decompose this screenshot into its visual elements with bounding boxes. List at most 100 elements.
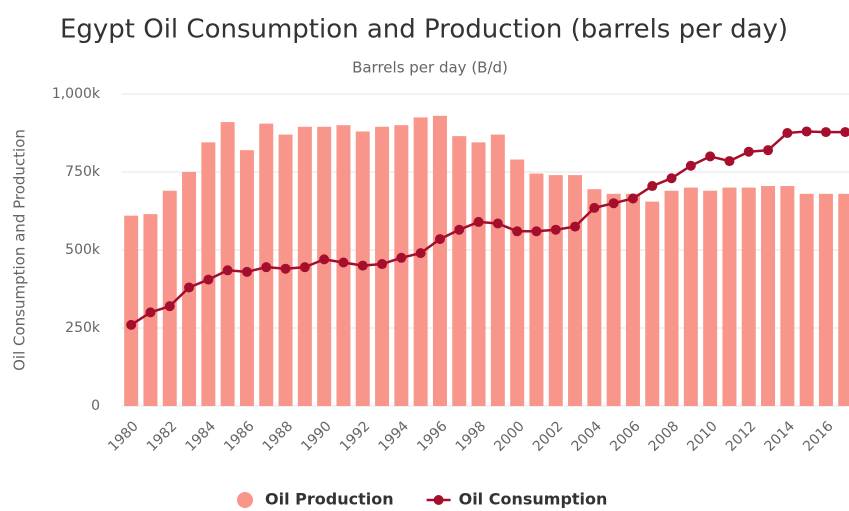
y-axis-title: Oil Consumption and Production bbox=[11, 129, 29, 371]
line-marker bbox=[454, 224, 465, 235]
line-marker bbox=[550, 224, 561, 235]
line-marker bbox=[145, 307, 156, 318]
bar bbox=[741, 187, 756, 406]
line-marker bbox=[164, 301, 175, 312]
bar bbox=[683, 187, 698, 406]
line-marker bbox=[666, 173, 677, 184]
x-tick-label: 2008 bbox=[646, 418, 683, 455]
line-marker bbox=[763, 145, 774, 156]
bar bbox=[664, 190, 679, 406]
y-tick-label: 500k bbox=[65, 242, 101, 258]
chart-title: Egypt Oil Consumption and Production (ba… bbox=[60, 15, 788, 45]
line-marker bbox=[203, 274, 214, 285]
bar bbox=[124, 215, 139, 406]
bar bbox=[587, 189, 602, 406]
x-tick-label: 2006 bbox=[607, 418, 644, 455]
line-marker bbox=[280, 263, 291, 274]
line-marker bbox=[492, 218, 503, 229]
bar bbox=[317, 126, 332, 406]
bar bbox=[799, 193, 814, 406]
bar bbox=[548, 175, 563, 406]
x-tick-label: 2014 bbox=[761, 418, 798, 455]
bar bbox=[239, 150, 254, 406]
bar bbox=[413, 117, 428, 407]
line-marker bbox=[705, 151, 716, 162]
line-marker bbox=[261, 262, 272, 273]
line-marker bbox=[608, 198, 619, 209]
bar bbox=[818, 193, 833, 406]
x-tick-label: 1988 bbox=[260, 418, 297, 455]
line-marker bbox=[820, 127, 831, 138]
line-marker bbox=[627, 193, 638, 204]
line-marker bbox=[222, 265, 233, 276]
line-marker bbox=[396, 252, 407, 263]
x-tick-label: 1996 bbox=[414, 418, 451, 455]
x-tick-label: 1992 bbox=[337, 418, 374, 455]
bar bbox=[722, 187, 737, 406]
line-marker bbox=[299, 262, 310, 273]
bar bbox=[220, 122, 235, 406]
line-marker bbox=[743, 146, 754, 157]
line-marker bbox=[184, 282, 195, 293]
line-marker bbox=[570, 221, 581, 232]
x-tick-label: 2016 bbox=[800, 418, 837, 455]
x-tick-label: 1994 bbox=[375, 418, 412, 455]
x-tick-label: 2004 bbox=[568, 418, 605, 455]
legend-label: Oil Production bbox=[265, 490, 394, 509]
bar bbox=[471, 142, 486, 407]
x-tick-label: 2000 bbox=[491, 418, 528, 455]
line-marker bbox=[241, 266, 252, 277]
line-marker bbox=[434, 234, 445, 245]
bar bbox=[761, 186, 776, 406]
bar bbox=[780, 186, 795, 406]
line-marker bbox=[415, 248, 426, 259]
line-marker bbox=[357, 260, 368, 271]
bar bbox=[645, 201, 660, 406]
legend-swatch bbox=[237, 492, 253, 508]
line-marker bbox=[377, 259, 388, 270]
bar bbox=[625, 193, 640, 406]
bar bbox=[510, 159, 525, 406]
bar bbox=[703, 190, 718, 406]
x-tick-label: 1980 bbox=[105, 418, 142, 455]
line-marker bbox=[782, 128, 793, 138]
bar bbox=[201, 142, 216, 407]
x-tick-label: 1986 bbox=[221, 418, 258, 455]
x-tick-label: 2010 bbox=[684, 418, 721, 455]
x-tick-label: 1982 bbox=[144, 418, 181, 455]
x-tick-label: 2012 bbox=[723, 418, 760, 455]
line-marker bbox=[338, 257, 349, 268]
line bbox=[130, 130, 846, 326]
bar bbox=[529, 173, 544, 406]
y-tick-label: 750k bbox=[65, 164, 101, 180]
y-tick-label: 0 bbox=[91, 398, 100, 414]
y-tick-label: 250k bbox=[65, 320, 101, 336]
line-marker bbox=[840, 127, 849, 138]
x-tick-label: 2002 bbox=[530, 418, 567, 455]
legend-label: Oil Consumption bbox=[459, 490, 608, 509]
line-marker bbox=[473, 216, 484, 227]
x-tick-label: 1990 bbox=[298, 418, 335, 455]
bar bbox=[838, 193, 849, 406]
line-marker bbox=[126, 319, 137, 330]
bar bbox=[452, 136, 467, 406]
bar bbox=[568, 175, 583, 406]
bar bbox=[432, 115, 447, 406]
line-marker bbox=[685, 160, 696, 171]
bar bbox=[394, 125, 409, 406]
bar bbox=[162, 190, 177, 406]
line-marker bbox=[724, 156, 735, 167]
chart-subtitle: Barrels per day (B/d) bbox=[352, 59, 508, 77]
bar bbox=[490, 134, 505, 406]
legend-swatch bbox=[433, 495, 444, 505]
line-marker bbox=[512, 226, 523, 237]
x-tick-label: 1984 bbox=[182, 418, 219, 455]
line-marker bbox=[801, 126, 812, 137]
bar bbox=[606, 193, 621, 406]
line-marker bbox=[589, 202, 600, 213]
line-marker bbox=[647, 181, 658, 192]
line-marker bbox=[531, 226, 542, 237]
x-tick-label: 1998 bbox=[453, 418, 490, 455]
line-marker bbox=[319, 254, 330, 265]
